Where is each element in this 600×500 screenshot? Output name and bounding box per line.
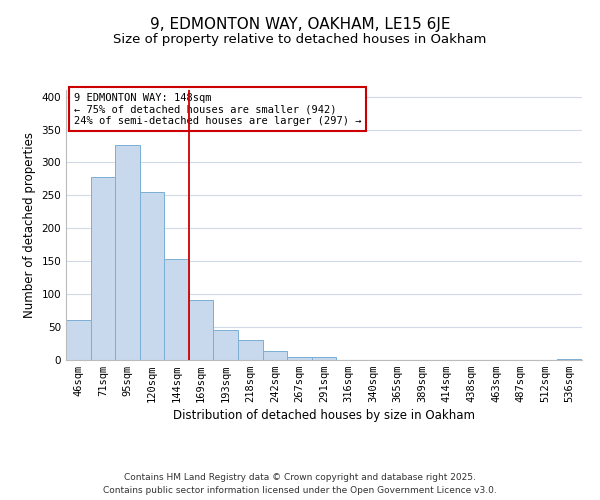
Bar	[263, 352, 287, 360]
Bar	[312, 356, 336, 360]
Text: Contains HM Land Registry data © Crown copyright and database right 2025.
Contai: Contains HM Land Registry data © Crown c…	[103, 474, 497, 495]
Bar	[287, 356, 312, 360]
Text: Size of property relative to detached houses in Oakham: Size of property relative to detached ho…	[113, 32, 487, 46]
Bar	[91, 177, 115, 360]
Bar	[140, 192, 164, 360]
Bar	[238, 340, 263, 360]
Bar	[115, 144, 140, 360]
Bar	[189, 300, 214, 360]
Bar	[164, 259, 189, 360]
Text: 9, EDMONTON WAY, OAKHAM, LE15 6JE: 9, EDMONTON WAY, OAKHAM, LE15 6JE	[150, 18, 450, 32]
Y-axis label: Number of detached properties: Number of detached properties	[23, 132, 36, 318]
X-axis label: Distribution of detached houses by size in Oakham: Distribution of detached houses by size …	[173, 410, 475, 422]
Text: 9 EDMONTON WAY: 148sqm
← 75% of detached houses are smaller (942)
24% of semi-de: 9 EDMONTON WAY: 148sqm ← 75% of detached…	[74, 92, 361, 126]
Bar	[66, 320, 91, 360]
Bar	[214, 330, 238, 360]
